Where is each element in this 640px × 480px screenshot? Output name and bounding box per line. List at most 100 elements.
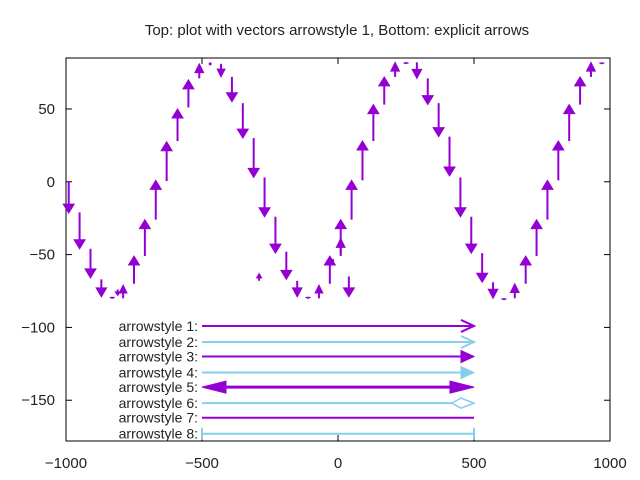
vector-arrow <box>530 218 543 257</box>
vector-arrow <box>247 138 261 179</box>
vector-arrow <box>225 76 239 103</box>
vector-head <box>551 140 565 151</box>
vector-arrow <box>84 248 97 279</box>
vector-arrow <box>62 181 76 215</box>
vector-arrow <box>345 179 358 220</box>
vector-arrow <box>269 216 282 255</box>
vector-arrow <box>411 62 423 80</box>
vector-arrow <box>501 298 507 301</box>
vector-arrow <box>335 237 346 254</box>
arrow-label: arrowstyle 6: <box>119 395 198 411</box>
vector-head <box>519 255 533 266</box>
x-tick-label: −500 <box>185 455 219 472</box>
explicit-arrow-row: arrowstyle 6: <box>119 395 477 411</box>
vector-head <box>487 288 499 300</box>
arrow-label: arrowstyle 7: <box>119 410 198 426</box>
vector-arrow <box>519 255 533 284</box>
vector-head <box>138 218 152 230</box>
vector-head <box>411 68 423 80</box>
vector-head <box>73 239 86 250</box>
vector-arrow <box>160 140 174 182</box>
x-tick-label: −1000 <box>45 455 87 472</box>
vector-arrow <box>356 140 369 181</box>
explicit-arrow-row: arrowstyle 4: <box>119 365 476 381</box>
vector-head <box>182 78 195 90</box>
vector-arrow <box>291 280 303 298</box>
vector-head <box>530 218 543 230</box>
vector-arrow <box>585 61 597 77</box>
vector-head <box>62 203 76 215</box>
vector-arrow <box>171 108 184 142</box>
vector-arrow <box>149 179 163 220</box>
chart-title: Top: plot with vectors arrowstyle 1, Bot… <box>145 22 529 39</box>
arrow-label: arrowstyle 1: <box>119 318 198 334</box>
x-tick-label: 500 <box>461 455 486 472</box>
vector-arrow <box>95 279 108 298</box>
vector-head <box>291 287 303 298</box>
vector-head <box>585 61 597 72</box>
vector-head <box>475 272 489 284</box>
vector-head <box>118 284 128 294</box>
arrow-label: arrowstyle 3: <box>119 349 198 365</box>
vector-head <box>149 179 163 190</box>
vector-arrow <box>475 253 489 284</box>
arrow-head <box>460 319 477 333</box>
vector-head <box>194 62 205 74</box>
vector-arrow <box>73 212 86 250</box>
vector-head <box>454 207 467 218</box>
vector-arrow <box>487 282 499 300</box>
arrow-head <box>450 397 477 409</box>
vector-series <box>62 61 605 301</box>
vector-head <box>345 179 358 190</box>
y-tick-label: 0 <box>47 174 55 191</box>
explicit-arrow-row: arrowstyle 1: <box>119 318 477 334</box>
vector-arrow <box>509 282 520 299</box>
vector-arrow <box>331 258 335 262</box>
vector-head <box>247 167 261 179</box>
vector-arrow <box>255 272 263 281</box>
vector-arrow <box>366 103 380 142</box>
explicit-arrow-row: arrowstyle 8: <box>119 426 475 442</box>
vector-arrow <box>377 75 391 105</box>
vector-arrow <box>138 218 152 257</box>
vector-head <box>305 296 311 299</box>
vector-head <box>171 108 184 119</box>
vector-arrow <box>194 62 205 79</box>
vector-head <box>342 287 356 298</box>
vector-dot <box>331 258 335 262</box>
vector-arrow <box>236 103 250 140</box>
vector-arrow <box>551 140 565 181</box>
explicit-arrows: arrowstyle 1:arrowstyle 2:arrowstyle 3:a… <box>119 318 477 442</box>
arrow-label: arrowstyle 4: <box>119 365 198 381</box>
vector-head <box>562 103 576 115</box>
vector-arrow <box>421 78 435 106</box>
vector-arrow <box>443 136 456 177</box>
arrow-head-right <box>449 380 475 394</box>
vector-head <box>403 61 409 64</box>
vector-arrow <box>258 177 271 218</box>
vector-head <box>127 255 141 266</box>
vector-head <box>314 284 324 294</box>
vector-dot <box>208 62 212 66</box>
vector-arrow <box>118 284 128 299</box>
vector-head <box>255 272 263 279</box>
vector-arrow <box>279 251 293 281</box>
vector-arrow <box>454 177 467 218</box>
vector-arrow <box>432 103 446 138</box>
vector-arrow <box>314 284 324 299</box>
vector-head <box>258 207 271 218</box>
vector-arrow <box>216 63 226 79</box>
vector-head <box>356 140 369 151</box>
vector-head <box>366 103 380 115</box>
vector-arrow <box>541 179 554 220</box>
arrow-label: arrowstyle 5: <box>119 379 198 395</box>
arrow-label: arrowstyle 8: <box>119 426 198 442</box>
x-tick-label: 1000 <box>593 455 626 472</box>
vector-arrow <box>403 61 409 64</box>
vector-arrow <box>464 216 478 255</box>
vector-arrow <box>573 75 587 105</box>
vector-arrow <box>127 255 141 284</box>
y-tick-label: −50 <box>30 247 55 264</box>
